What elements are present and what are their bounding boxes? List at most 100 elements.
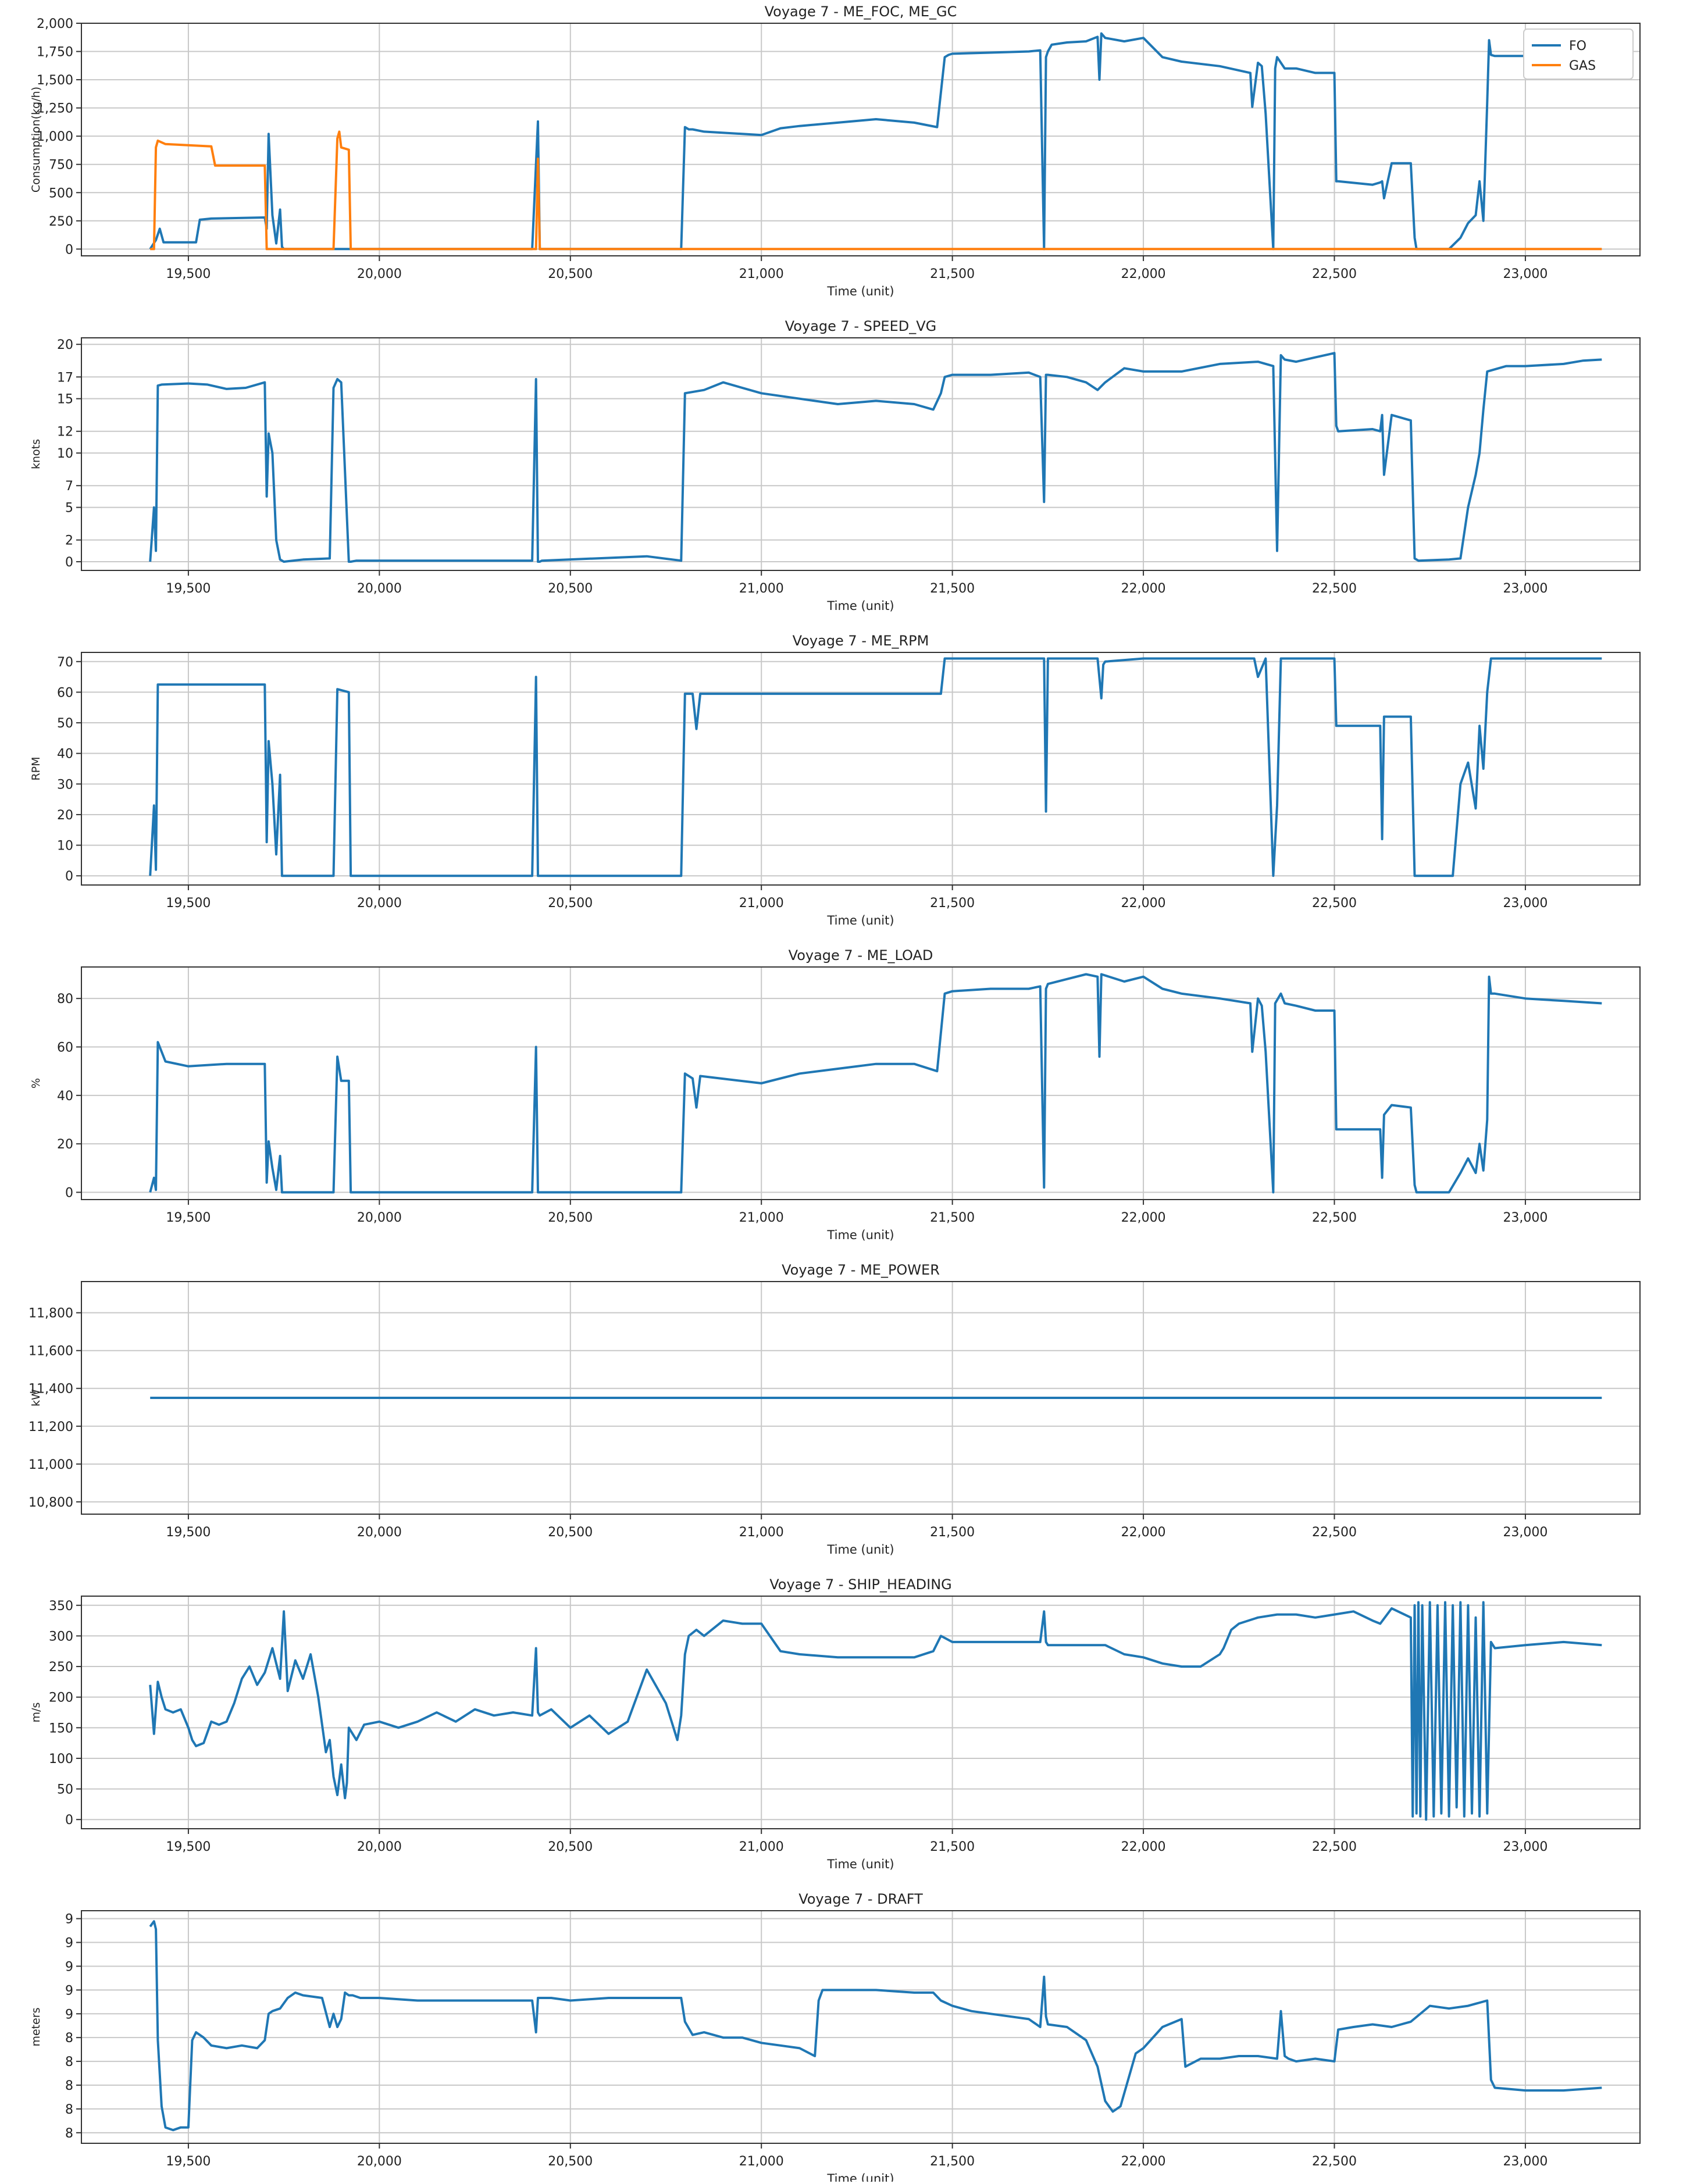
y-axis-label: kW [30, 1389, 42, 1407]
x-tick-label: 21,000 [739, 896, 784, 911]
series-line-1 [149, 1920, 1602, 2132]
y-tick-label: 20 [57, 338, 73, 352]
x-axis-label: Time (unit) [826, 2172, 894, 2182]
x-tick-label: 20,000 [357, 267, 402, 281]
x-tick-label: 22,000 [1121, 1840, 1166, 1854]
y-tick-label: 11,400 [28, 1382, 73, 1397]
subplot-7: 19,500 20,000 20,500 21,000 21,500 22,000 22,5… [30, 1891, 1641, 2184]
y-tick-label: 8 [65, 2079, 73, 2093]
chart-title: Voyage 7 - ME_RPM [793, 633, 929, 649]
y-tick-label: 70 [57, 655, 73, 670]
y-tick-label: 11,200 [28, 1420, 73, 1434]
y-tick-label: 100 [49, 1752, 73, 1767]
chart-title: Voyage 7 - DRAFT [798, 1891, 923, 1907]
x-tick-label: 19,500 [166, 896, 211, 911]
x-tick-label: 20,500 [548, 581, 593, 596]
x-tick-label: 21,000 [739, 1211, 784, 1225]
x-tick-label: 22,000 [1121, 581, 1166, 596]
plot-frame [81, 23, 1641, 256]
y-tick-label: 750 [49, 158, 73, 173]
legend-box [1523, 28, 1634, 80]
legend: FO GAS [1523, 28, 1634, 80]
y-tick-label: 11,000 [28, 1458, 73, 1472]
y-axis-label: knots [30, 439, 42, 469]
x-tick-label: 22,500 [1312, 896, 1357, 911]
x-axis-label: Time (unit) [826, 1857, 894, 1871]
subplot-4: 19,500 20,000 20,500 21,000 21,500 22,000 22,5… [30, 947, 1641, 1242]
y-tick-label: 5 [65, 501, 73, 516]
y-tick-label: 1,750 [37, 45, 73, 60]
x-tick-label: 20,000 [357, 1840, 402, 1854]
y-tick-label: 60 [57, 686, 73, 700]
subplot-3: 19,500 20,000 20,500 21,000 21,500 22,000 22,5… [30, 633, 1641, 927]
x-tick-label: 22,000 [1121, 896, 1166, 911]
y-tick-label: 80 [57, 992, 73, 1007]
x-tick-label: 19,500 [166, 267, 211, 281]
y-tick-label: 0 [65, 869, 73, 884]
y-tick-label: 500 [49, 186, 73, 201]
y-tick-label: 350 [49, 1599, 73, 1614]
x-tick-label: 21,000 [739, 2154, 784, 2169]
y-axis-label: meters [30, 2007, 42, 2046]
x-tick-label: 22,500 [1312, 1525, 1357, 1540]
x-axis-label: Time (unit) [826, 284, 894, 298]
legend-label-1: FO [1569, 39, 1586, 53]
plot-frame [81, 652, 1641, 886]
y-tick-label: 10 [57, 447, 73, 461]
y-tick-label: 250 [49, 1660, 73, 1675]
y-tick-label: 9 [65, 1960, 73, 1974]
x-tick-label: 20,000 [357, 1525, 402, 1540]
y-tick-label: 1,500 [37, 73, 73, 88]
y-tick-label: 8 [65, 2055, 73, 2069]
y-tick-label: 60 [57, 1041, 73, 1055]
x-axis-label: Time (unit) [826, 913, 894, 927]
y-tick-label: 9 [65, 1912, 73, 1927]
y-tick-label: 0 [65, 242, 73, 257]
y-tick-label: 11,600 [28, 1344, 73, 1359]
x-tick-label: 22,000 [1121, 1211, 1166, 1225]
chart-title: Voyage 7 - SPEED_VG [785, 318, 937, 334]
x-tick-label: 19,500 [166, 1840, 211, 1854]
x-tick-label: 21,500 [930, 581, 975, 596]
y-axis-label: RPM [30, 756, 42, 780]
x-tick-label: 23,000 [1503, 1525, 1548, 1540]
plot-frame [81, 1910, 1641, 2144]
x-tick-label: 22,500 [1312, 2154, 1357, 2169]
y-tick-label: 8 [65, 2103, 73, 2117]
y-axis-label: Consumption(kg/h) [30, 87, 42, 192]
y-tick-label: 50 [57, 1783, 73, 1797]
x-tick-label: 22,000 [1121, 1525, 1166, 1540]
series-line-1 [149, 32, 1602, 251]
x-tick-label: 20,500 [548, 267, 593, 281]
y-tick-label: 30 [57, 777, 73, 792]
y-tick-label: 17 [57, 370, 73, 385]
subplot-1: 19,500 20,000 20,500 21,000 21,500 22,000 22,5… [30, 3, 1641, 298]
y-tick-label: 8 [65, 2031, 73, 2046]
x-tick-label: 20,500 [548, 1211, 593, 1225]
y-tick-label: 20 [57, 1137, 73, 1152]
x-axis-label: Time (unit) [826, 1543, 894, 1557]
y-tick-label: 10 [57, 839, 73, 854]
y-tick-label: 9 [65, 2007, 73, 2022]
y-tick-label: 150 [49, 1721, 73, 1736]
chart-title: Voyage 7 - ME_FOC, ME_GC [765, 3, 957, 20]
x-tick-label: 20,500 [548, 896, 593, 911]
y-axis-label: % [30, 1078, 42, 1089]
x-tick-label: 22,500 [1312, 581, 1357, 596]
x-tick-label: 21,500 [930, 896, 975, 911]
x-tick-label: 22,500 [1312, 1840, 1357, 1854]
x-tick-label: 22,000 [1121, 267, 1166, 281]
plot-frame [81, 966, 1641, 1200]
x-tick-label: 20,000 [357, 896, 402, 911]
x-tick-label: 22,500 [1312, 1211, 1357, 1225]
y-tick-label: 300 [49, 1629, 73, 1644]
subplot-5: 19,500 20,000 20,500 21,000 21,500 22,000 22,5… [28, 1262, 1641, 1557]
x-tick-label: 19,500 [166, 1525, 211, 1540]
x-tick-label: 19,500 [166, 2154, 211, 2169]
series-line-2 [150, 130, 1602, 251]
plot-frame [81, 1281, 1641, 1515]
x-tick-label: 21,500 [930, 267, 975, 281]
y-tick-label: 9 [65, 1983, 73, 1998]
